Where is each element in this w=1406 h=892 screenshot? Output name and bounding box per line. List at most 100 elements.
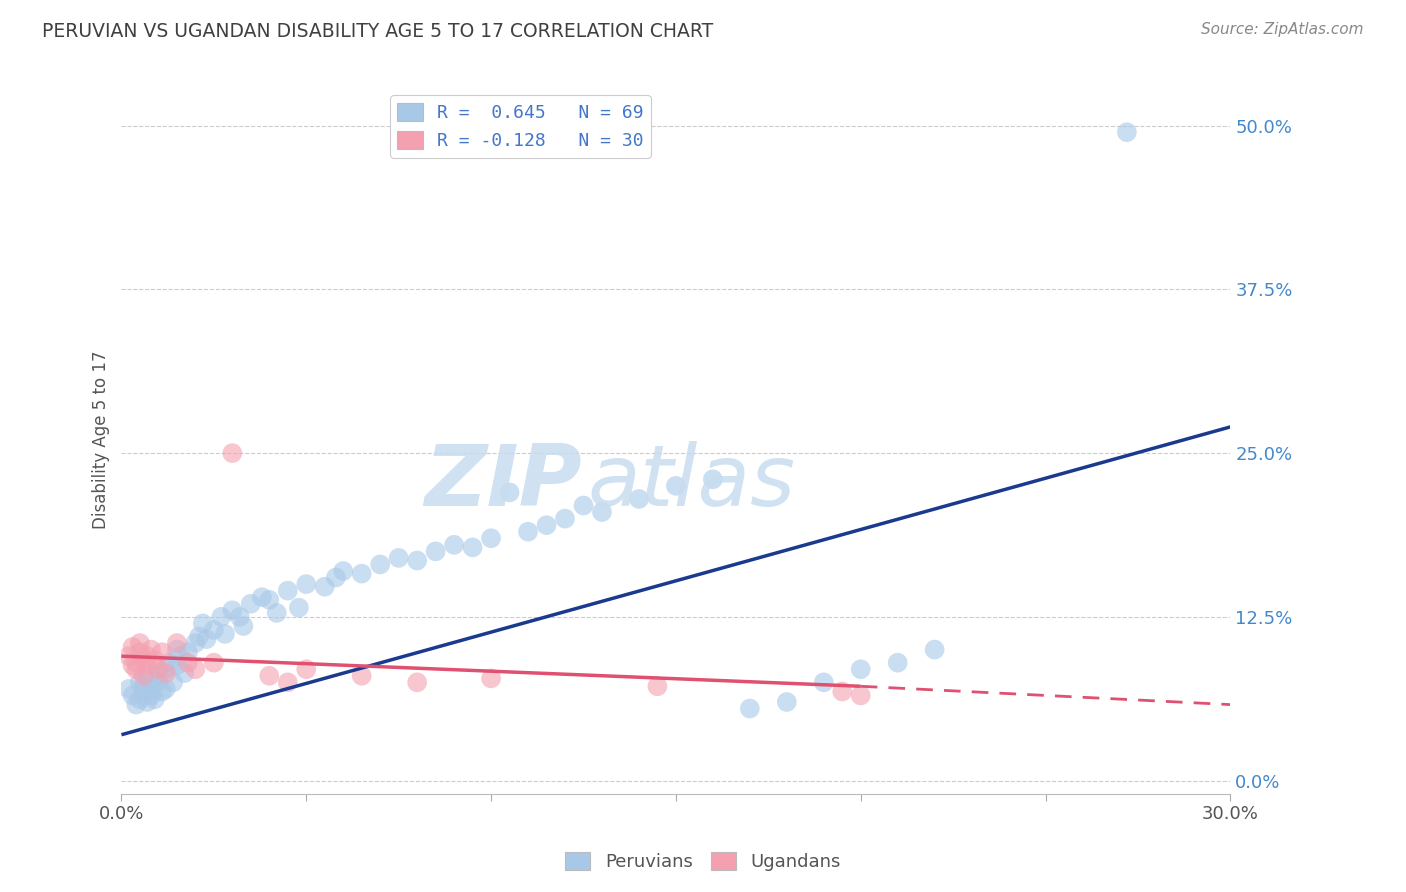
Point <box>184 636 207 650</box>
Point <box>132 653 155 667</box>
Point <box>148 662 170 676</box>
Point <box>188 630 211 644</box>
Point <box>259 669 281 683</box>
Point <box>191 616 214 631</box>
Point <box>295 662 318 676</box>
Point <box>143 692 166 706</box>
Point <box>177 645 200 659</box>
Point <box>136 669 159 683</box>
Point <box>143 653 166 667</box>
Point <box>184 662 207 676</box>
Point <box>136 649 159 664</box>
Point <box>498 485 520 500</box>
Point <box>148 675 170 690</box>
Point <box>221 603 243 617</box>
Point <box>118 649 141 664</box>
Point <box>350 669 373 683</box>
Point <box>132 669 155 683</box>
Legend: Peruvians, Ugandans: Peruvians, Ugandans <box>558 845 848 879</box>
Point <box>332 564 354 578</box>
Point <box>813 675 835 690</box>
Point <box>136 695 159 709</box>
Point <box>221 446 243 460</box>
Point <box>259 592 281 607</box>
Point <box>250 591 273 605</box>
Point <box>647 679 669 693</box>
Point <box>209 610 232 624</box>
Point <box>159 656 181 670</box>
Point <box>239 597 262 611</box>
Point <box>132 679 155 693</box>
Point <box>479 531 502 545</box>
Point <box>325 570 347 584</box>
Point <box>924 642 946 657</box>
Point <box>536 518 558 533</box>
Point <box>129 675 152 690</box>
Point <box>517 524 540 539</box>
Point <box>129 636 152 650</box>
Point <box>665 479 688 493</box>
Point <box>150 684 173 698</box>
Point <box>132 684 155 698</box>
Point <box>169 649 191 664</box>
Point <box>202 656 225 670</box>
Point <box>148 666 170 681</box>
Point <box>479 672 502 686</box>
Point <box>139 689 162 703</box>
Point <box>155 662 177 676</box>
Legend: R =  0.645   N = 69, R = -0.128   N = 30: R = 0.645 N = 69, R = -0.128 N = 30 <box>391 95 651 158</box>
Point <box>368 558 391 572</box>
Point <box>1115 125 1137 139</box>
Point <box>314 580 336 594</box>
Point <box>121 689 143 703</box>
Point <box>125 656 148 670</box>
Point <box>229 610 252 624</box>
Text: ZIP: ZIP <box>425 441 582 524</box>
Point <box>554 511 576 525</box>
Point <box>388 550 411 565</box>
Point <box>350 566 373 581</box>
Text: atlas: atlas <box>588 441 796 524</box>
Point <box>150 645 173 659</box>
Point <box>702 472 724 486</box>
Point <box>232 619 254 633</box>
Point <box>125 698 148 712</box>
Point <box>831 684 853 698</box>
Point <box>277 675 299 690</box>
Point <box>406 675 429 690</box>
Point <box>295 577 318 591</box>
Point <box>118 681 141 696</box>
Point <box>139 681 162 696</box>
Point <box>202 623 225 637</box>
Point <box>125 662 148 676</box>
Point <box>155 681 177 696</box>
Point <box>461 541 484 555</box>
Point <box>849 689 872 703</box>
Y-axis label: Disability Age 5 to 17: Disability Age 5 to 17 <box>93 351 110 529</box>
Point <box>121 640 143 654</box>
Point <box>177 656 200 670</box>
Point <box>406 553 429 567</box>
Point <box>425 544 447 558</box>
Point <box>121 658 143 673</box>
Point <box>288 600 311 615</box>
Point <box>195 632 218 646</box>
Point <box>173 666 195 681</box>
Point <box>591 505 613 519</box>
Point <box>572 499 595 513</box>
Point <box>129 692 152 706</box>
Point <box>627 491 650 506</box>
Point <box>214 627 236 641</box>
Point <box>166 642 188 657</box>
Text: PERUVIAN VS UGANDAN DISABILITY AGE 5 TO 17 CORRELATION CHART: PERUVIAN VS UGANDAN DISABILITY AGE 5 TO … <box>42 22 713 41</box>
Point <box>155 666 177 681</box>
Point <box>849 662 872 676</box>
Point <box>136 658 159 673</box>
Text: Source: ZipAtlas.com: Source: ZipAtlas.com <box>1201 22 1364 37</box>
Point <box>266 606 288 620</box>
Point <box>162 675 184 690</box>
Point <box>776 695 799 709</box>
Point <box>277 583 299 598</box>
Point <box>443 538 465 552</box>
Point <box>738 701 761 715</box>
